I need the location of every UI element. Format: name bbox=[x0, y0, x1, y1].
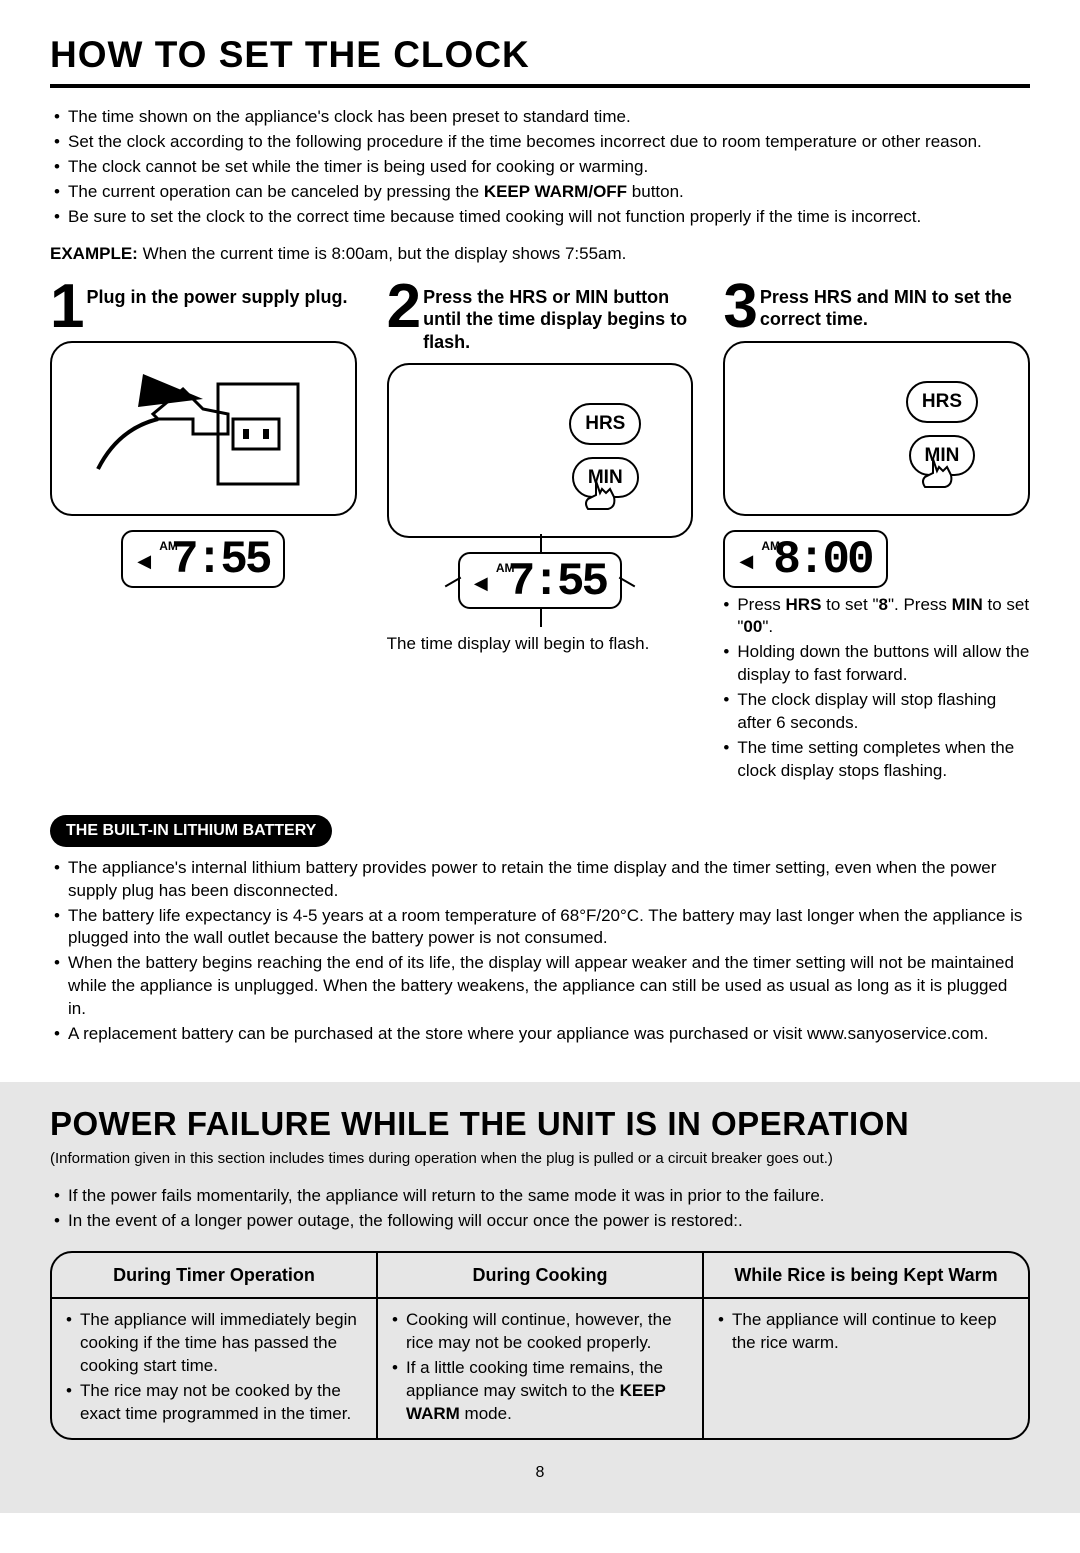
list-item: Holding down the buttons will allow the … bbox=[723, 641, 1030, 687]
list-item: The battery life expectancy is 4-5 years… bbox=[54, 905, 1030, 951]
col-header: During Cooking bbox=[378, 1253, 702, 1299]
pf-intro-list: If the power fails momentarily, the appl… bbox=[50, 1185, 1030, 1233]
col-header: While Rice is being Kept Warm bbox=[704, 1253, 1028, 1299]
am-label: AM bbox=[159, 538, 178, 554]
step3-notes: Press HRS to set "8". Press MIN to set "… bbox=[723, 594, 1030, 784]
clock-display: ◀ AM 7:55 bbox=[121, 530, 285, 587]
plug-outlet-icon bbox=[88, 359, 318, 499]
step-title: Press HRS and MIN to set the correct tim… bbox=[760, 282, 1030, 331]
list-item: A replacement battery can be purchased a… bbox=[54, 1023, 1030, 1046]
list-item: The time shown on the appliance's clock … bbox=[54, 106, 1030, 129]
indicator-triangle-icon: ◀ bbox=[474, 574, 488, 592]
steps-row: 1 Plug in the power supply plug. ◀ AM 7:… bbox=[50, 282, 1030, 785]
time-value: 7:55 bbox=[508, 562, 606, 603]
list-item: If the power fails momentarily, the appl… bbox=[54, 1185, 1030, 1208]
list-item: The appliance's internal lithium battery… bbox=[54, 857, 1030, 903]
step-1: 1 Plug in the power supply plug. ◀ AM 7:… bbox=[50, 282, 357, 785]
table-col: During Cooking Cooking will continue, ho… bbox=[378, 1253, 704, 1438]
step1-illustration bbox=[50, 341, 357, 516]
page-number: 8 bbox=[50, 1462, 1030, 1484]
page-title: HOW TO SET THE CLOCK bbox=[50, 30, 1030, 88]
table-col: While Rice is being Kept Warm The applia… bbox=[704, 1253, 1028, 1438]
list-item: Set the clock according to the following… bbox=[54, 131, 1030, 154]
indicator-triangle-icon: ◀ bbox=[739, 552, 753, 570]
list-item: Be sure to set the clock to the correct … bbox=[54, 206, 1030, 229]
step-title: Plug in the power supply plug. bbox=[86, 282, 347, 309]
list-item: The appliance will immediately begin coo… bbox=[66, 1309, 362, 1378]
example-text: When the current time is 8:00am, but the… bbox=[143, 244, 627, 263]
am-label: AM bbox=[496, 560, 515, 576]
list-item: Press HRS to set "8". Press MIN to set "… bbox=[723, 594, 1030, 640]
list-item: The clock cannot be set while the timer … bbox=[54, 156, 1030, 179]
list-item: The clock display will stop flashing aft… bbox=[723, 689, 1030, 735]
table-col: During Timer Operation The appliance wil… bbox=[52, 1253, 378, 1438]
press-hand-icon bbox=[580, 479, 620, 515]
list-item: Cooking will continue, however, the rice… bbox=[392, 1309, 688, 1355]
col-header: During Timer Operation bbox=[52, 1253, 376, 1299]
list-item: In the event of a longer power outage, t… bbox=[54, 1210, 1030, 1233]
step-3: 3 Press HRS and MIN to set the correct t… bbox=[723, 282, 1030, 785]
press-hand-icon bbox=[917, 457, 957, 493]
pf-table: During Timer Operation The appliance wil… bbox=[50, 1251, 1030, 1440]
list-item: If a little cooking time remains, the ap… bbox=[392, 1357, 688, 1426]
am-label: AM bbox=[761, 538, 780, 554]
power-failure-section: POWER FAILURE WHILE THE UNIT IS IN OPERA… bbox=[0, 1082, 1080, 1513]
hrs-button[interactable]: HRS bbox=[906, 381, 978, 423]
step-number: 2 bbox=[387, 282, 421, 332]
list-item: The current operation can be canceled by… bbox=[54, 181, 1030, 204]
battery-list: The appliance's internal lithium battery… bbox=[50, 857, 1030, 1047]
step2-illustration: HRS MIN bbox=[387, 363, 694, 538]
step-number: 3 bbox=[723, 282, 757, 332]
step-2: 2 Press the HRS or MIN button until the … bbox=[387, 282, 694, 785]
step-title: Press the HRS or MIN button until the ti… bbox=[423, 282, 693, 354]
intro-list: The time shown on the appliance's clock … bbox=[50, 106, 1030, 229]
clock-display: ◀ AM 8:00 bbox=[723, 530, 887, 587]
example-label: EXAMPLE: bbox=[50, 244, 138, 263]
hrs-button[interactable]: HRS bbox=[569, 403, 641, 445]
time-value: 7:55 bbox=[171, 540, 269, 581]
step-number: 1 bbox=[50, 282, 84, 332]
example-line: EXAMPLE: When the current time is 8:00am… bbox=[50, 243, 1030, 266]
indicator-triangle-icon: ◀ bbox=[137, 552, 151, 570]
clock-display-flashing: ◀ AM 7:55 bbox=[458, 552, 622, 609]
time-value: 8:00 bbox=[773, 540, 871, 581]
list-item: The appliance will continue to keep the … bbox=[718, 1309, 1014, 1355]
step2-note: The time display will begin to flash. bbox=[387, 633, 694, 656]
step3-illustration: HRS MIN bbox=[723, 341, 1030, 516]
list-item: The time setting completes when the cloc… bbox=[723, 737, 1030, 783]
battery-heading: THE BUILT-IN LITHIUM BATTERY bbox=[50, 815, 332, 847]
pf-subtitle: (Information given in this section inclu… bbox=[50, 1149, 1030, 1169]
list-item: When the battery begins reaching the end… bbox=[54, 952, 1030, 1021]
list-item: The rice may not be cooked by the exact … bbox=[66, 1380, 362, 1426]
pf-title: POWER FAILURE WHILE THE UNIT IS IN OPERA… bbox=[50, 1102, 1030, 1147]
